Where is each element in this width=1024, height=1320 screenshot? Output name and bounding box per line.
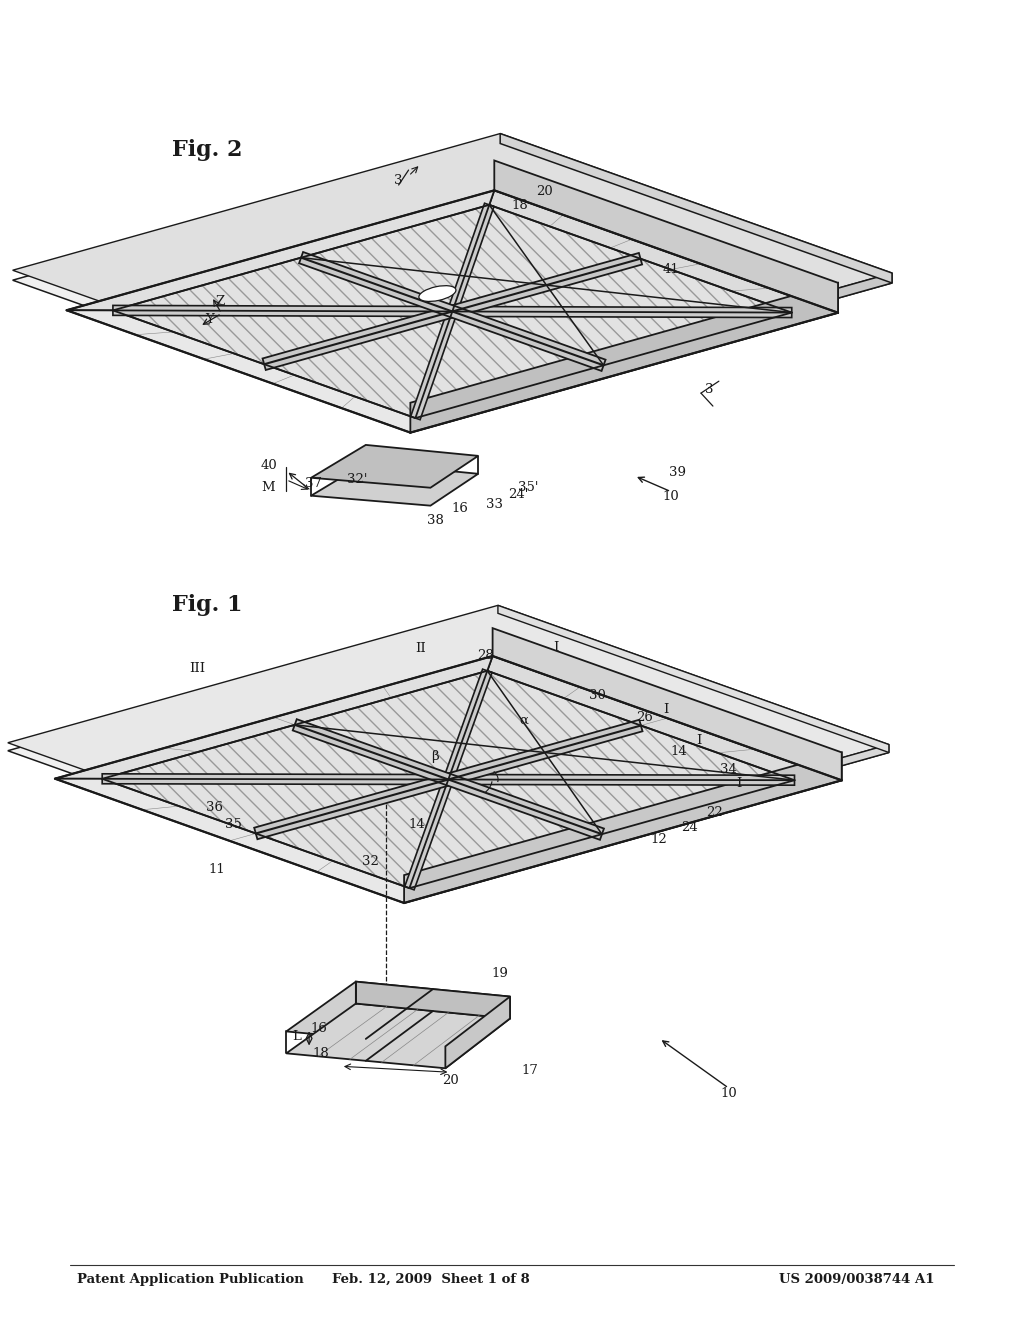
Polygon shape [12, 144, 892, 420]
Text: 16: 16 [310, 1022, 328, 1035]
Polygon shape [262, 253, 642, 370]
Text: 3: 3 [394, 173, 402, 186]
Text: 37: 37 [304, 478, 322, 490]
Polygon shape [55, 779, 410, 903]
Text: 36: 36 [206, 801, 223, 814]
Polygon shape [404, 752, 842, 903]
Text: 20: 20 [537, 186, 553, 198]
Polygon shape [411, 203, 494, 420]
Text: 20: 20 [442, 1073, 459, 1086]
Ellipse shape [419, 285, 456, 301]
Polygon shape [55, 656, 493, 779]
Polygon shape [287, 982, 510, 1047]
Polygon shape [453, 259, 792, 366]
Text: Y: Y [205, 313, 214, 326]
Polygon shape [299, 252, 605, 371]
Polygon shape [8, 614, 889, 890]
Polygon shape [12, 133, 892, 409]
Polygon shape [411, 313, 838, 433]
Polygon shape [8, 606, 889, 882]
Polygon shape [113, 205, 792, 418]
Text: I: I [664, 704, 669, 717]
Text: 19: 19 [492, 968, 509, 981]
Text: US 2009/0038744 A1: US 2009/0038744 A1 [778, 1272, 934, 1286]
Polygon shape [264, 312, 603, 418]
Polygon shape [449, 726, 795, 834]
Polygon shape [254, 719, 642, 840]
Polygon shape [67, 310, 416, 433]
Text: 33: 33 [485, 498, 503, 511]
Polygon shape [287, 1003, 510, 1068]
Polygon shape [404, 780, 842, 903]
Polygon shape [493, 628, 842, 780]
Text: 34: 34 [720, 763, 737, 776]
Polygon shape [489, 190, 838, 313]
Polygon shape [102, 774, 795, 785]
Text: 28: 28 [477, 648, 494, 661]
Polygon shape [113, 257, 453, 364]
Polygon shape [256, 780, 602, 888]
Polygon shape [356, 982, 510, 1019]
Text: 35': 35' [518, 482, 539, 494]
Polygon shape [445, 997, 510, 1068]
Polygon shape [301, 205, 640, 312]
Polygon shape [398, 744, 889, 890]
Text: 14: 14 [409, 818, 425, 830]
Polygon shape [498, 606, 889, 752]
Text: Patent Application Publication: Patent Application Publication [78, 1272, 304, 1286]
Text: 30: 30 [589, 689, 606, 702]
Text: Z: Z [215, 294, 224, 308]
Text: Fig. 2: Fig. 2 [172, 139, 243, 161]
Polygon shape [311, 445, 478, 487]
Text: 24: 24 [681, 821, 697, 834]
Text: I: I [553, 640, 558, 653]
Text: 24': 24' [508, 488, 528, 502]
Text: L: L [293, 1030, 302, 1043]
Polygon shape [500, 133, 892, 282]
Text: M: M [261, 482, 275, 494]
Text: I: I [736, 777, 741, 789]
Text: 10: 10 [721, 1086, 737, 1100]
Text: 41: 41 [663, 263, 680, 276]
Text: 38: 38 [427, 513, 443, 527]
Text: 22: 22 [707, 805, 723, 818]
Polygon shape [67, 190, 495, 310]
Polygon shape [404, 669, 492, 890]
Polygon shape [295, 671, 641, 780]
Text: III: III [189, 663, 206, 676]
Polygon shape [102, 725, 449, 833]
Text: 18: 18 [512, 199, 528, 213]
Polygon shape [495, 161, 838, 313]
Text: 12: 12 [651, 833, 668, 846]
Text: β: β [431, 750, 439, 763]
Polygon shape [411, 282, 838, 433]
Text: Fig. 1: Fig. 1 [172, 594, 243, 616]
Polygon shape [404, 273, 892, 420]
Polygon shape [487, 656, 842, 780]
Text: I: I [696, 734, 701, 747]
Text: 10: 10 [663, 490, 680, 503]
Text: 35: 35 [225, 818, 242, 830]
Text: 32: 32 [362, 854, 379, 867]
Text: 39: 39 [669, 466, 686, 479]
Text: 3: 3 [705, 383, 713, 396]
Polygon shape [113, 305, 792, 318]
Polygon shape [102, 671, 795, 888]
Text: 18: 18 [312, 1047, 330, 1060]
Text: α: α [519, 713, 528, 726]
Text: Feb. 12, 2009  Sheet 1 of 8: Feb. 12, 2009 Sheet 1 of 8 [332, 1272, 529, 1286]
Polygon shape [311, 463, 478, 506]
Polygon shape [293, 719, 604, 840]
Text: 26: 26 [636, 711, 652, 725]
Text: 14: 14 [671, 744, 687, 758]
Text: 16: 16 [452, 502, 469, 515]
Text: 17: 17 [521, 1064, 539, 1077]
Text: II: II [415, 642, 426, 655]
Text: 11: 11 [208, 862, 225, 875]
Text: 32': 32' [346, 474, 367, 486]
Text: 40: 40 [261, 459, 278, 473]
